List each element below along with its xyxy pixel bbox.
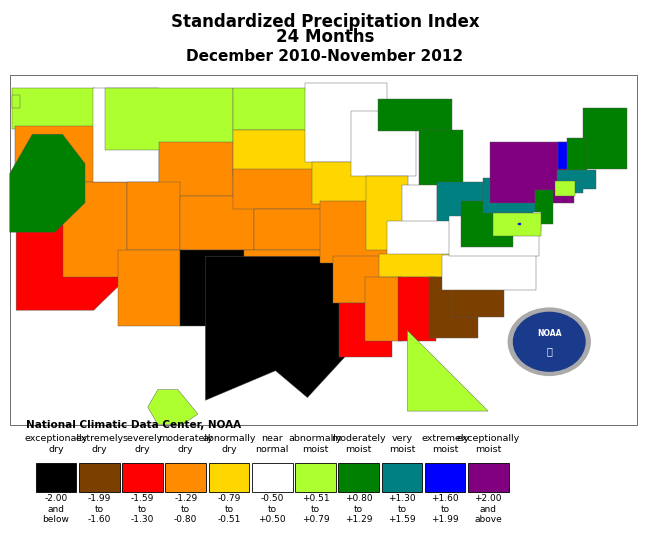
Polygon shape (398, 277, 436, 341)
Polygon shape (233, 88, 312, 130)
Polygon shape (535, 191, 553, 224)
Polygon shape (306, 83, 387, 162)
Polygon shape (419, 130, 463, 186)
Bar (425, 463, 465, 492)
Bar (295, 463, 335, 492)
Polygon shape (443, 255, 536, 290)
Text: -2.00
and
below: -2.00 and below (43, 494, 70, 524)
Bar (209, 463, 250, 492)
Polygon shape (379, 254, 471, 277)
Bar (36, 463, 77, 492)
Text: Standardized Precipitation Index: Standardized Precipitation Index (171, 13, 479, 32)
Polygon shape (533, 212, 541, 231)
Polygon shape (127, 183, 180, 250)
Text: moderately
moist: moderately moist (332, 434, 386, 453)
Polygon shape (339, 303, 393, 357)
Polygon shape (254, 209, 333, 250)
Polygon shape (365, 277, 402, 341)
Polygon shape (483, 178, 545, 213)
Text: NOAA: NOAA (537, 329, 562, 338)
Polygon shape (402, 185, 437, 239)
Polygon shape (558, 142, 578, 169)
Text: -1.59
to
-1.30: -1.59 to -1.30 (131, 494, 154, 524)
Bar (165, 463, 206, 492)
Text: -0.50
to
+0.50: -0.50 to +0.50 (259, 494, 286, 524)
Polygon shape (448, 216, 540, 256)
Polygon shape (452, 274, 504, 317)
Polygon shape (460, 201, 513, 247)
Polygon shape (63, 183, 127, 277)
Polygon shape (180, 196, 254, 250)
Polygon shape (105, 88, 233, 150)
Bar (10, 75, 637, 425)
Polygon shape (493, 213, 541, 236)
Text: -1.29
to
-0.80: -1.29 to -0.80 (174, 494, 198, 524)
Polygon shape (518, 223, 521, 225)
Text: abnormally
moist: abnormally moist (289, 434, 342, 453)
Text: extremely
moist: extremely moist (421, 434, 469, 453)
Text: moderately
dry: moderately dry (159, 434, 213, 453)
Polygon shape (10, 134, 85, 232)
Text: +0.51
to
+0.79: +0.51 to +0.79 (302, 494, 330, 524)
Text: +0.80
to
+1.29: +0.80 to +1.29 (345, 494, 372, 524)
Polygon shape (557, 170, 595, 189)
Circle shape (514, 312, 585, 371)
Polygon shape (490, 142, 575, 202)
Polygon shape (233, 169, 326, 209)
Text: 24 Months: 24 Months (276, 28, 374, 46)
Polygon shape (15, 126, 100, 183)
Polygon shape (333, 256, 386, 303)
Text: severely
dry: severely dry (122, 434, 162, 453)
Text: +1.30
to
+1.59: +1.30 to +1.59 (388, 494, 416, 524)
Polygon shape (12, 95, 20, 108)
Polygon shape (12, 88, 95, 129)
Polygon shape (437, 183, 483, 231)
Polygon shape (312, 162, 381, 204)
Polygon shape (205, 256, 344, 400)
Polygon shape (428, 277, 478, 339)
Text: December 2010-November 2012: December 2010-November 2012 (187, 49, 463, 64)
Bar (252, 463, 292, 492)
Text: +1.60
to
+1.99: +1.60 to +1.99 (432, 494, 459, 524)
Text: -1.99
to
-1.60: -1.99 to -1.60 (88, 494, 111, 524)
Polygon shape (320, 201, 391, 263)
Polygon shape (16, 183, 125, 310)
Polygon shape (93, 88, 159, 183)
Bar (382, 463, 422, 492)
Polygon shape (244, 250, 335, 290)
Polygon shape (567, 138, 587, 173)
Polygon shape (351, 111, 416, 176)
Polygon shape (366, 176, 408, 250)
Circle shape (508, 308, 590, 375)
Text: -0.79
to
-0.51: -0.79 to -0.51 (217, 494, 240, 524)
Polygon shape (583, 108, 627, 169)
Text: exceptionally
dry: exceptionally dry (25, 434, 88, 453)
Polygon shape (148, 390, 198, 425)
Text: very
moist: very moist (389, 434, 415, 453)
Text: extremely
dry: extremely dry (75, 434, 124, 453)
Polygon shape (118, 250, 180, 326)
Text: exceptionally
moist: exceptionally moist (457, 434, 520, 453)
Polygon shape (180, 250, 244, 326)
Polygon shape (159, 142, 233, 196)
Text: abnormally
dry: abnormally dry (202, 434, 255, 453)
Text: near
normal: near normal (255, 434, 289, 453)
Polygon shape (233, 130, 314, 176)
Polygon shape (387, 222, 468, 256)
Bar (339, 463, 379, 492)
Polygon shape (555, 181, 575, 196)
Polygon shape (408, 331, 488, 411)
Bar (79, 463, 120, 492)
Text: 〜: 〜 (546, 347, 552, 356)
Bar (468, 463, 509, 492)
Bar (122, 463, 162, 492)
Text: +2.00
and
above: +2.00 and above (474, 494, 502, 524)
Polygon shape (575, 181, 583, 193)
Text: National Climatic Data Center, NOAA: National Climatic Data Center, NOAA (26, 420, 241, 430)
Polygon shape (378, 99, 452, 131)
